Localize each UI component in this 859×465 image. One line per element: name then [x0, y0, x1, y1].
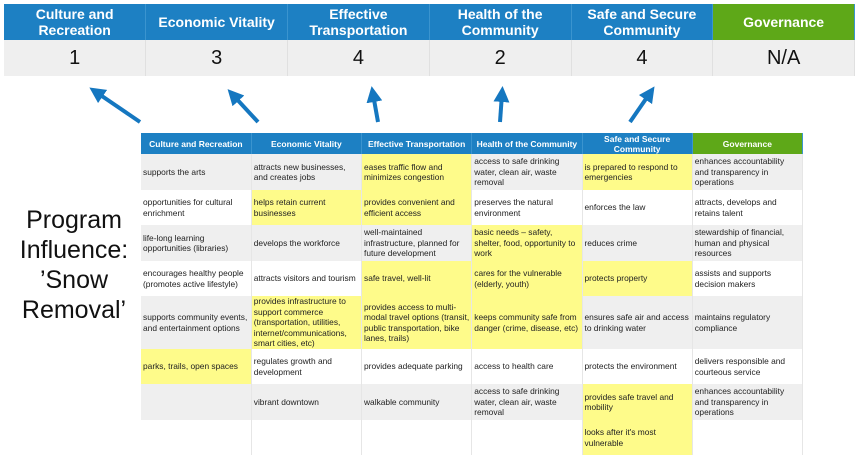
matrix-cell [251, 420, 363, 455]
matrix-cell: delivers responsible and courteous servi… [692, 349, 804, 384]
matrix-row: encourages healthy people (promotes acti… [141, 261, 804, 296]
summary-value-health: 2 [429, 40, 572, 76]
summary-value-safe: 4 [571, 40, 714, 76]
summary-value-culture: 1 [4, 40, 147, 76]
matrix-cell [361, 420, 473, 455]
matrix-cell: enforces the law [582, 190, 693, 225]
matrix-header-cell: Safe and Secure Community [582, 133, 693, 154]
arrow-economic-icon [227, 89, 260, 124]
matrix-cell: access to safe drinking water, clean air… [471, 384, 583, 420]
matrix-cell: opportunities for cultural enrichment [141, 190, 252, 225]
matrix-row: parks, trails, open spaces regulates grow… [141, 349, 804, 384]
summary-header-economic: Economic Vitality [145, 4, 288, 40]
matrix-cell-highlighted: safe travel, well-lit [361, 261, 473, 296]
matrix-row: life-long learning opportunities (librar… [141, 225, 804, 261]
matrix-cell-highlighted: helps retain current businesses [251, 190, 363, 225]
matrix-cell: reduces crime [582, 225, 693, 261]
matrix-cell: stewardship of financial, human and phys… [692, 225, 804, 261]
summary-value-economic: 3 [145, 40, 288, 76]
matrix-row: supports community events, and entertain… [141, 296, 804, 349]
matrix-cell: preserves the natural environment [471, 190, 583, 225]
matrix-cell: regulates growth and development [251, 349, 363, 384]
matrix-cell: assists and supports decision makers [692, 261, 804, 296]
matrix-row: opportunities for cultural enrichment hel… [141, 190, 804, 225]
matrix-header-cell: Effective Transportation [361, 133, 473, 154]
matrix-cell: vibrant downtown [251, 384, 363, 420]
matrix-header-cell: Governance [692, 133, 804, 154]
matrix-cell: enhances accountability and transparency… [692, 154, 804, 190]
matrix-cell-highlighted: basic needs – safety, shelter, food, opp… [471, 225, 583, 261]
matrix-cell-highlighted: keeps community safe from danger (crime,… [471, 296, 583, 349]
matrix-row: supports the arts attracts new businesses… [141, 154, 804, 190]
matrix-cell-highlighted: protects property [582, 261, 693, 296]
program-influence-label: Program Influence: ’Snow Removal’ [19, 206, 129, 324]
matrix-cell: ensures safe air and access to drinking … [582, 296, 693, 349]
matrix-cell [141, 420, 252, 455]
matrix-row: looks after it's most vulnerable [141, 420, 804, 455]
matrix-cell: attracts visitors and tourism [251, 261, 363, 296]
summary-header-transportation: Effective Transportation [287, 4, 430, 40]
matrix-cell: well-maintained infrastructure, planned … [361, 225, 473, 261]
matrix-cell: provides adequate parking [361, 349, 473, 384]
matrix-cell-highlighted: eases traffic flow and minimizes congest… [361, 154, 473, 190]
matrix-cell: attracts new businesses, and creates job… [251, 154, 363, 190]
matrix-cell: enhances accountability and transparency… [692, 384, 804, 420]
matrix-cell-highlighted: parks, trails, open spaces [141, 349, 252, 384]
matrix-cell-highlighted: provides access to multi-modal travel op… [361, 296, 473, 349]
matrix-cell: supports the arts [141, 154, 252, 190]
summary-header-governance: Governance [712, 4, 855, 40]
matrix-cell-highlighted: provides infrastructure to support comme… [251, 296, 363, 349]
matrix-cell-highlighted: looks after it's most vulnerable [582, 420, 693, 455]
matrix-cell-highlighted: provides convenient and efficient access [361, 190, 473, 225]
matrix-header-cell: Culture and Recreation [141, 133, 252, 154]
arrow-safe-icon [628, 86, 655, 124]
outcome-matrix: Culture and Recreation Economic Vitality E… [141, 133, 804, 455]
matrix-header-row: Culture and Recreation Economic Vitality E… [141, 133, 804, 154]
matrix-cell-highlighted: provides safe travel and mobility [582, 384, 693, 420]
matrix-cell: maintains regulatory compliance [692, 296, 804, 349]
matrix-cell: supports community events, and entertain… [141, 296, 252, 349]
matrix-cell [141, 384, 252, 420]
matrix-cell: attracts, develops and retains talent [692, 190, 804, 225]
summary-value-transportation: 4 [287, 40, 430, 76]
matrix-cell [692, 420, 804, 455]
summary-table: Culture and Recreation Economic Vitality… [4, 4, 855, 76]
summary-header-health: Health of the Community [429, 4, 572, 40]
matrix-cell-highlighted: cares for the vulnerable (elderly, youth… [471, 261, 583, 296]
arrow-culture-icon [89, 87, 142, 124]
matrix-header-cell: Economic Vitality [251, 133, 363, 154]
matrix-cell: develops the workforce [251, 225, 363, 261]
summary-header-culture: Culture and Recreation [4, 4, 147, 40]
matrix-cell: access to health care [471, 349, 583, 384]
arrow-transportation-icon [366, 86, 383, 123]
summary-header-safe: Safe and Secure Community [571, 4, 714, 40]
matrix-cell: encourages healthy people (promotes acti… [141, 261, 252, 296]
matrix-cell: access to safe drinking water, clean air… [471, 154, 583, 190]
summary-value-governance: N/A [712, 40, 855, 76]
summary-header-row: Culture and Recreation Economic Vitality… [4, 4, 855, 40]
matrix-cell: walkable community [361, 384, 473, 420]
matrix-cell [471, 420, 583, 455]
matrix-row: vibrant downtown walkable community access… [141, 384, 804, 420]
arrow-health-icon [493, 86, 510, 123]
matrix-header-cell: Health of the Community [471, 133, 583, 154]
matrix-cell-highlighted: is prepared to respond to emergencies [582, 154, 693, 190]
matrix-cell: protects the environment [582, 349, 693, 384]
summary-value-row: 1 3 4 2 4 N/A [4, 40, 855, 76]
matrix-cell: life-long learning opportunities (librar… [141, 225, 252, 261]
